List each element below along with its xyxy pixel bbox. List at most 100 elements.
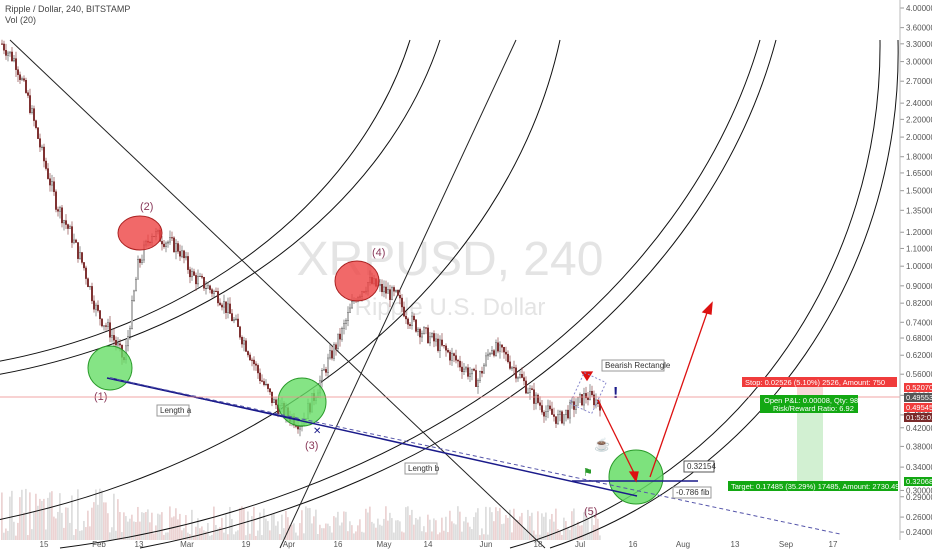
volume-bar [65, 507, 67, 540]
candle-body [593, 394, 596, 406]
label-length-b: Length b [408, 464, 440, 473]
time-axis[interactable]: 15 Feb 13 Mar 19 Apr 16 May 14 Jun 18 Jul 16 Aug 13 Sep… [40, 540, 838, 549]
label-bearish-rectangle: Bearish Rectangle [605, 361, 671, 370]
wave-label: (4) [372, 247, 385, 259]
volume-bar [215, 524, 217, 540]
candle-body [467, 367, 470, 377]
volume-bar [19, 497, 21, 540]
wave-label: (2) [140, 201, 153, 213]
candle-body [493, 350, 496, 356]
candle-body [495, 342, 498, 356]
red-circle-4 [334, 260, 380, 302]
volume-bar [327, 523, 329, 540]
volume-bar [381, 525, 383, 540]
candle-body [92, 300, 95, 310]
candle-body [437, 338, 440, 351]
candle-body [138, 259, 141, 263]
wave-label: (3) [305, 440, 318, 452]
candle-body [55, 191, 58, 210]
volume-bar [77, 489, 79, 540]
volume-bar [111, 527, 113, 540]
volume-bar [319, 524, 321, 540]
volume-bar [583, 512, 585, 540]
candle-body [108, 322, 111, 338]
volume-bar [25, 488, 27, 540]
volume-bar [205, 531, 207, 540]
candle-body [485, 355, 488, 366]
volume-bar [555, 508, 557, 540]
volume-bar [93, 502, 95, 540]
volume-bar [313, 516, 315, 540]
x-tick-label: 15 [40, 540, 49, 549]
volume-bar [449, 510, 451, 540]
volume-bar [417, 519, 419, 540]
volume-bar [595, 514, 597, 540]
volume-bar [361, 531, 363, 540]
volume-bar [315, 509, 317, 540]
trend-lines: ✕ [106, 377, 841, 535]
volume-bar [153, 533, 155, 540]
volume-bar [399, 521, 401, 540]
volume-bar [445, 516, 447, 540]
candle-body [507, 353, 510, 363]
volume-bar [509, 509, 511, 540]
candle-body [497, 342, 500, 352]
volume-bar [353, 533, 355, 540]
volume-bar [197, 518, 199, 540]
volume-bar [349, 521, 351, 540]
volume-bar [195, 526, 197, 540]
candle-body [425, 327, 428, 329]
volume-bar [11, 490, 13, 540]
red-circle-2 [117, 215, 163, 251]
candle-body [297, 426, 300, 430]
volume-bar [269, 530, 271, 540]
wave-label: (5) [584, 506, 597, 518]
candle-body [33, 108, 36, 121]
tag-timer: 01:52:01 [906, 413, 932, 422]
volume-bar [277, 521, 279, 540]
tag-current: 0.49553 [906, 393, 932, 402]
candle-body [423, 327, 426, 334]
volume-bar [477, 508, 479, 540]
volume-bar [359, 519, 361, 540]
volume-bar [525, 531, 527, 540]
candle-body [391, 287, 394, 300]
candle-body [479, 371, 482, 381]
y-tick-label: 2.20000 [906, 115, 932, 124]
y-tick-label: 0.24000 [906, 528, 932, 537]
candle-body [447, 349, 450, 353]
candle-body [457, 359, 460, 362]
volume-title: Vol (20) [5, 15, 37, 25]
volume-bar [1, 492, 3, 540]
volume-bar [193, 535, 195, 540]
candle-body [188, 269, 191, 278]
candle-body [196, 276, 199, 285]
candle-body [419, 328, 422, 338]
fan-line [9, 39, 546, 549]
volume-bar [585, 509, 587, 540]
volume-bar [409, 515, 411, 540]
candle-body [226, 303, 229, 313]
candle-body [186, 256, 189, 270]
candle-body [581, 394, 584, 406]
volume-bar [133, 521, 135, 540]
candle-body [325, 369, 328, 373]
volume-bar [291, 524, 293, 540]
label-length-a: Length a [160, 406, 192, 415]
volume-bar [297, 535, 299, 540]
candle-body [238, 326, 241, 338]
candle-body [192, 271, 195, 276]
candle-body [176, 243, 179, 252]
candle-body [481, 371, 484, 374]
volume-bar [31, 529, 33, 540]
candle-body [489, 353, 492, 355]
x-tick-label: Feb [92, 540, 106, 549]
volume-bar [295, 532, 297, 540]
candle-body [299, 426, 302, 430]
